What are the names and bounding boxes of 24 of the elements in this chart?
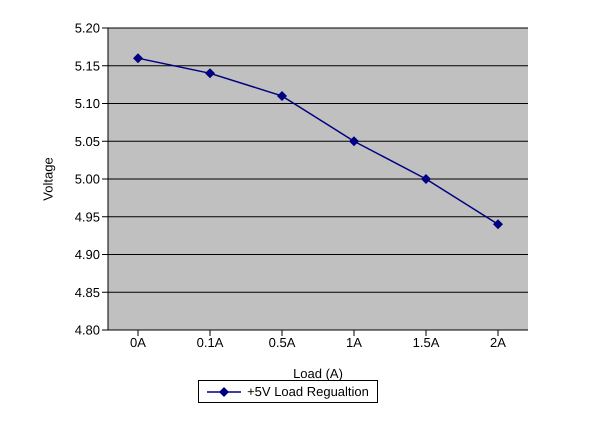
y-tick-label: 4.90: [74, 247, 100, 262]
legend-label: +5V Load Regualtion: [247, 384, 369, 399]
x-tick-label: 2A: [490, 335, 506, 350]
y-tick-label: 5.20: [74, 20, 100, 36]
point: [421, 174, 431, 184]
x-tick-label: 0.1A: [196, 335, 224, 350]
y-tick-label: 5.05: [74, 134, 100, 149]
x-tick-label: 0A: [130, 335, 146, 350]
y-tick-label: 4.80: [74, 322, 100, 338]
y-tick-label: 5.15: [74, 58, 100, 74]
x-tick-label: 1A: [346, 335, 362, 350]
y-tick-label: 5.10: [74, 96, 100, 112]
y-tick-label: 5.00: [74, 172, 100, 187]
x-tick-label: 1.5A: [412, 335, 440, 350]
point: [133, 53, 143, 64]
y-axis-title: Voltage: [40, 157, 56, 201]
x-tick-label: 0.5A: [268, 335, 296, 350]
point: [493, 219, 503, 230]
y-tick-label: 4.95: [74, 209, 100, 224]
y-tick-label: 4.85: [74, 284, 100, 300]
x-axis-title: Load (A): [293, 366, 343, 381]
point: [349, 136, 359, 146]
point: [277, 90, 287, 101]
point: [205, 68, 215, 78]
